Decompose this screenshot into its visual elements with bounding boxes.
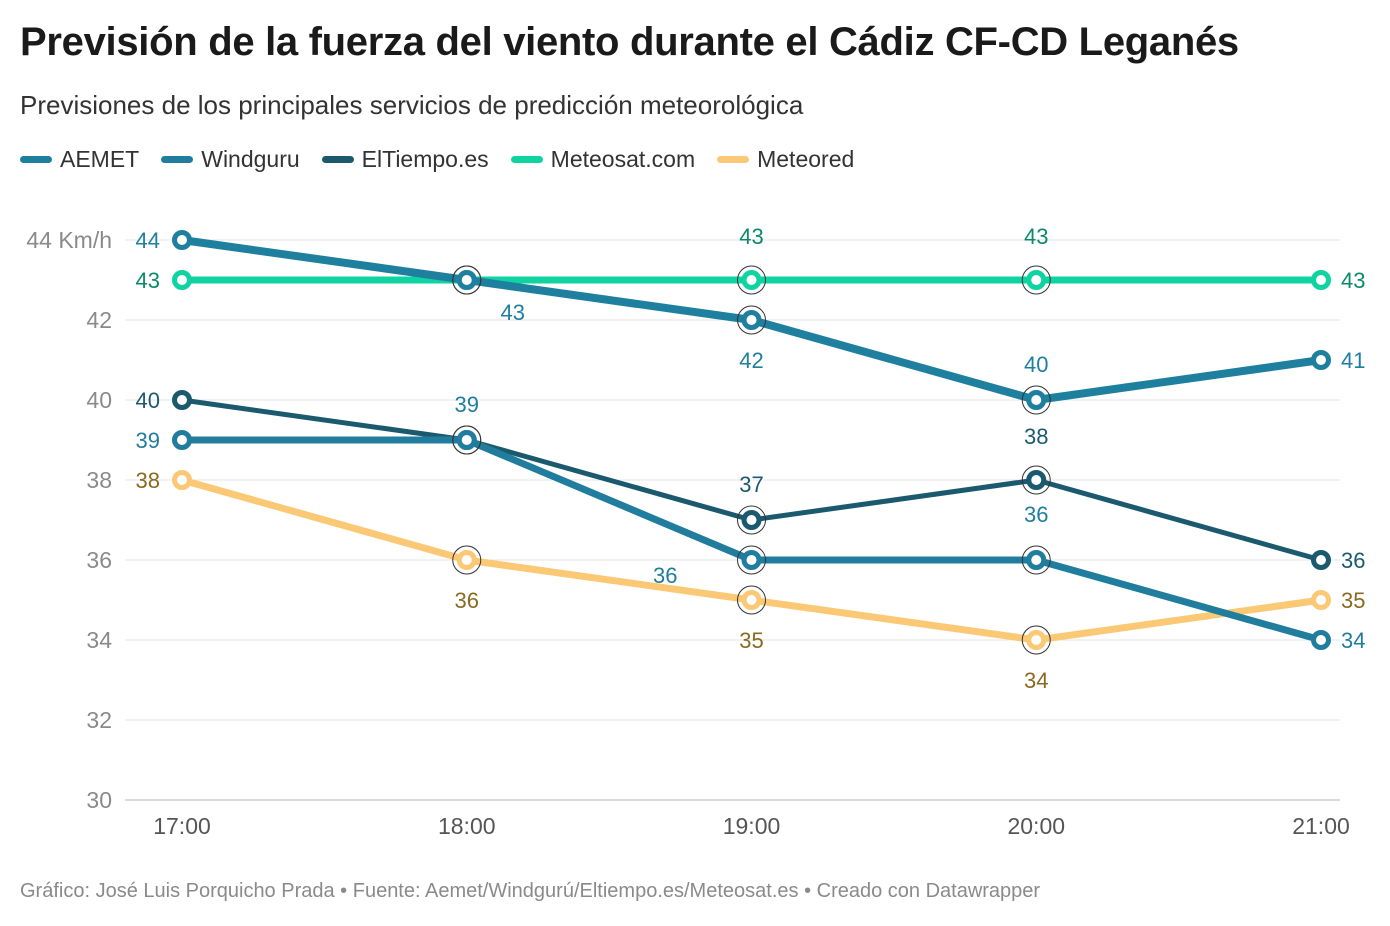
data-label-meteored: 38 — [136, 468, 160, 493]
legend-swatch — [717, 156, 750, 163]
point-center — [749, 318, 754, 322]
chart-footer: Gráfico: José Luis Porquicho Prada • Fue… — [20, 880, 1041, 902]
data-label-meteosat-com: 43 — [739, 224, 763, 249]
point-center — [180, 478, 184, 482]
legend-item-aemet: AEMET — [20, 146, 139, 173]
point-halo — [1021, 465, 1051, 495]
data-label-eltiempo-es: 40 — [136, 388, 160, 413]
y-tick-label: 38 — [86, 467, 112, 493]
point-halo — [737, 305, 766, 335]
point-center — [1319, 278, 1323, 282]
point-center — [1034, 398, 1038, 402]
line-chart: 30 32 34 36 38 40 42 44 Km/h 17:00 18:00 19:00 20:0… — [26, 224, 1365, 839]
data-label-aemet: 44 — [136, 228, 160, 253]
point-center — [1319, 638, 1323, 642]
data-label-aemet: 40 — [1024, 352, 1048, 377]
legend-item-meteosat-com: Meteosat.com — [510, 146, 696, 173]
data-label-meteored: 34 — [1024, 668, 1048, 693]
point-center — [465, 438, 469, 442]
point-center — [1034, 278, 1038, 282]
data-label-meteosat-com: 43 — [1341, 268, 1365, 293]
point-halo — [452, 265, 482, 295]
data-label-aemet: 43 — [501, 300, 525, 325]
point-center — [1034, 638, 1038, 642]
data-label-eltiempo-es: 36 — [1341, 548, 1365, 573]
x-tick-label: 17:00 — [153, 813, 211, 839]
legend-item-eltiempo-es: ElTiempo.es — [321, 146, 489, 173]
point-halo — [737, 545, 766, 575]
point-halo — [1021, 265, 1051, 295]
point-halo — [1021, 385, 1051, 415]
data-label-aemet: 42 — [739, 348, 763, 373]
data-label-aemet: 41 — [1341, 348, 1365, 373]
y-tick-label: 36 — [86, 547, 112, 573]
data-label-eltiempo-es: 38 — [1024, 424, 1048, 449]
data-label-meteosat-com: 43 — [1024, 224, 1048, 249]
data-label-windguru: 36 — [653, 563, 677, 588]
point-center — [1034, 478, 1038, 482]
point-center — [180, 398, 184, 402]
point-center — [180, 238, 184, 242]
legend-label: Meteored — [757, 146, 855, 172]
data-label-meteored: 35 — [739, 628, 763, 653]
y-tick-label: 32 — [86, 707, 112, 733]
point-halo — [1021, 625, 1051, 655]
data-label-windguru: 36 — [1024, 502, 1048, 527]
data-label-meteosat-com: 43 — [136, 268, 160, 293]
point-center — [749, 518, 754, 522]
point-halo — [737, 265, 766, 295]
y-tick-label: 30 — [86, 787, 112, 813]
x-tick-label: 19:00 — [723, 813, 781, 839]
point-center — [180, 278, 184, 282]
data-label-windguru: 34 — [1341, 628, 1365, 653]
data-label-windguru: 39 — [136, 428, 160, 453]
point-halo — [1021, 545, 1051, 575]
legend-label: Meteosat.com — [550, 146, 696, 172]
point-halo — [452, 425, 482, 455]
point-halo — [737, 505, 766, 535]
legend-swatch — [20, 156, 52, 163]
chart-title: Previsión de la fuerza del viento durant… — [20, 20, 1239, 64]
legend-item-meteored: Meteored — [717, 146, 854, 173]
point-center — [749, 598, 754, 602]
y-tick-label: 42 — [86, 307, 112, 333]
data-label-meteored: 35 — [1341, 588, 1365, 613]
point-center — [749, 278, 754, 282]
legend-swatch — [321, 156, 354, 163]
legend-swatch — [510, 156, 543, 163]
point-halo — [737, 585, 766, 615]
y-tick-label: 44 Km/h — [26, 227, 112, 253]
y-tick-label: 40 — [86, 387, 112, 413]
legend-swatch — [161, 156, 194, 163]
y-tick-label: 34 — [86, 627, 112, 653]
point-halo — [452, 545, 482, 575]
legend-item-windguru: Windguru — [161, 146, 300, 173]
legend-label: ElTiempo.es — [361, 146, 489, 172]
legend-label: AEMET — [60, 146, 140, 172]
data-label-meteored: 36 — [455, 588, 479, 613]
x-tick-label: 20:00 — [1007, 813, 1065, 839]
point-center — [1319, 558, 1323, 562]
legend-label: Windguru — [201, 146, 300, 172]
x-tick-label: 18:00 — [438, 813, 496, 839]
point-center — [465, 278, 469, 282]
data-label-eltiempo-es: 37 — [739, 472, 763, 497]
point-center — [1319, 598, 1323, 602]
data-label-windguru: 39 — [455, 392, 479, 417]
point-center — [180, 438, 184, 442]
x-tick-label: 21:00 — [1292, 813, 1350, 839]
point-center — [1034, 558, 1038, 562]
chart-subtitle: Previsiones de los principales servicios… — [20, 90, 804, 120]
point-center — [465, 558, 469, 562]
point-center — [1319, 358, 1323, 362]
point-center — [749, 558, 754, 562]
legend: AEMET Windguru ElTiempo.es Meteosat.com Mete… — [20, 146, 854, 173]
